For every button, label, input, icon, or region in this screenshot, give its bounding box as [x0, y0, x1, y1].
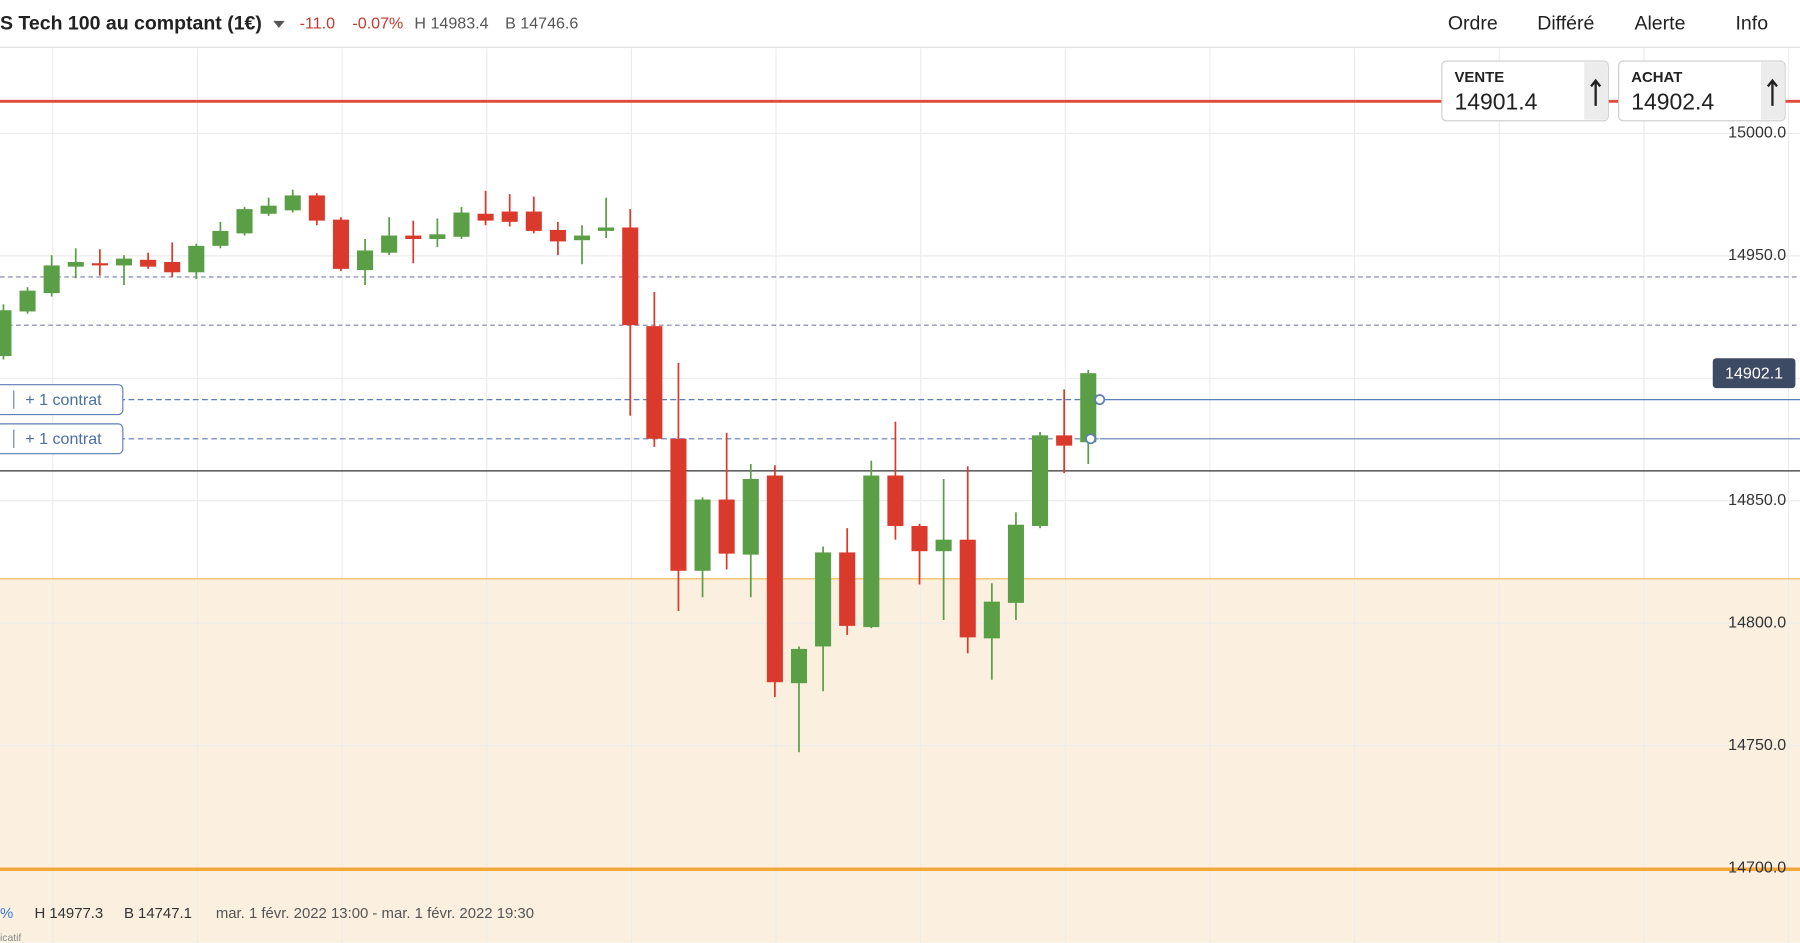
- candle-body: [1032, 435, 1049, 526]
- ticket-box[interactable]: [1441, 60, 1609, 122]
- price-tag: [1712, 358, 1796, 389]
- low: B 14746.6: [505, 15, 578, 33]
- candle-body: [284, 195, 301, 211]
- candle-body: [43, 265, 60, 294]
- candle-body: [140, 259, 157, 267]
- candle-body: [115, 258, 133, 266]
- candle-body: [573, 235, 591, 241]
- menu-item[interactable]: Différé: [1537, 13, 1594, 35]
- candle-body: [1056, 435, 1073, 446]
- footer-note: icatif: [0, 933, 21, 943]
- candle-body: [670, 438, 687, 571]
- ticket-box[interactable]: [1618, 60, 1786, 122]
- candle-body: [332, 219, 349, 269]
- candle-body: [429, 234, 446, 239]
- candle-body: [381, 235, 398, 253]
- sell-ticket[interactable]: VENTE 14901.4: [1441, 60, 1609, 122]
- footer-low: B 14747.1: [124, 905, 192, 922]
- order-label: + 1 contrat: [25, 430, 102, 448]
- order-label: + 1 contrat: [25, 391, 102, 409]
- candle-body: [164, 262, 181, 273]
- candle-body: [598, 227, 615, 231]
- ticket-arrow[interactable]: [1766, 78, 1778, 106]
- order-handle: [1085, 433, 1097, 445]
- candle-body: [67, 262, 84, 267]
- candle-body: [477, 213, 494, 221]
- grid: [0, 48, 1800, 943]
- candle-body: [405, 235, 422, 239]
- order-tag: [0, 423, 124, 455]
- candle-body: [790, 648, 808, 684]
- menu-item[interactable]: Alerte: [1634, 13, 1685, 35]
- candle-body: [1080, 373, 1097, 443]
- footer-range: mar. 1 févr. 2022 13:00 - mar. 1 févr. 2…: [216, 905, 534, 922]
- candle-body: [453, 212, 470, 237]
- price-tag-label: 14902.1: [1725, 365, 1783, 383]
- order-handle: [1094, 394, 1106, 406]
- change: -11.0: [300, 15, 335, 33]
- ticket-label: ACHAT: [1631, 69, 1682, 86]
- candle-body: [0, 310, 12, 357]
- candle-body: [1007, 524, 1024, 603]
- order-tag: [0, 384, 124, 416]
- candle-body: [260, 205, 277, 214]
- instrument[interactable]: S Tech 100 au comptant (1€): [0, 13, 262, 35]
- footer-high: H 14977.3: [34, 905, 103, 922]
- candle-body: [91, 263, 108, 266]
- y-tick-label: 14800.0: [1728, 613, 1786, 631]
- candle-body: [935, 539, 952, 552]
- candle-body: [718, 499, 735, 554]
- footer-pct: %: [0, 905, 13, 922]
- candle-body: [622, 227, 639, 326]
- y-tick-label: 14850.0: [1728, 491, 1786, 509]
- candle-body: [694, 499, 711, 571]
- y-tick-label: 14950.0: [1728, 246, 1786, 264]
- y-tick-label: 14750.0: [1728, 736, 1786, 754]
- high: H 14983.4: [414, 15, 488, 33]
- candle-body: [863, 475, 880, 628]
- ticket-price: 14902.4: [1631, 89, 1714, 115]
- candle-body: [525, 211, 542, 231]
- menu-item[interactable]: Info: [1736, 13, 1769, 35]
- candle-body: [815, 552, 832, 647]
- header-bar: [0, 0, 1800, 48]
- dropdown-arrow[interactable]: [273, 20, 285, 28]
- buy-ticket[interactable]: ACHAT 14902.4: [1618, 60, 1786, 122]
- ticket-label: VENTE: [1454, 69, 1504, 86]
- ticket-price: 14901.4: [1454, 89, 1537, 115]
- candle-body: [766, 475, 783, 683]
- candle-body: [501, 211, 518, 222]
- ticket-arrow[interactable]: [1590, 78, 1602, 106]
- plot: + 1 contrat + 1 contrat 14700.0 14750.0 1480…: [0, 99, 1800, 876]
- candle-body: [308, 195, 325, 221]
- candle-body: [742, 478, 759, 555]
- candle-body: [646, 326, 663, 439]
- y-tick-label: 14700.0: [1728, 858, 1786, 876]
- candle-body: [549, 229, 566, 242]
- zone: [0, 578, 1800, 943]
- menu-item[interactable]: Ordre: [1448, 13, 1498, 35]
- candle-body: [212, 230, 229, 246]
- candle-body: [911, 525, 928, 552]
- candle-body: [983, 601, 1000, 639]
- candle-body: [959, 539, 976, 638]
- candle-body: [357, 250, 374, 271]
- candle-body: [839, 552, 856, 626]
- y-tick-label: 15000.0: [1728, 124, 1786, 142]
- candle-body: [188, 245, 205, 273]
- candle-body: [887, 475, 904, 526]
- change-pct: -0.07%: [352, 15, 403, 33]
- candle-body: [236, 209, 253, 234]
- candle-body: [19, 290, 36, 312]
